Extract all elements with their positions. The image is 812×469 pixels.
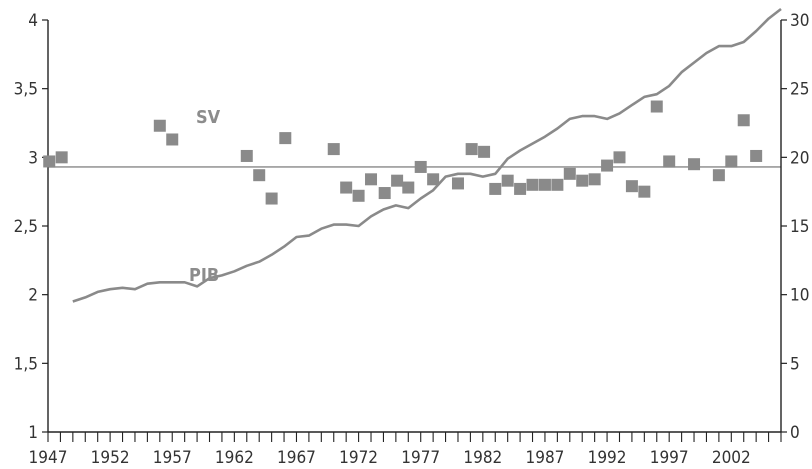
sv-point — [240, 149, 253, 162]
x-tick-label: 1997 — [650, 448, 689, 468]
sv-point — [451, 177, 464, 190]
sv-point — [427, 173, 440, 186]
x-tick-label: 1967 — [277, 448, 316, 468]
x-tick-label: 1977 — [401, 448, 440, 468]
plot-area: 1 1,5 2 2,5 3 3,5 4 0 5 10 15 20 25 30 1947 1952 1957 196… — [14, 7, 809, 468]
sv-point — [538, 178, 551, 191]
sv-point — [588, 173, 601, 186]
right-tick-label: 20 — [790, 148, 809, 168]
sv-point — [576, 174, 589, 187]
x-tick-label: 1947 — [29, 448, 68, 468]
sv-point — [340, 181, 353, 194]
sv-point — [402, 181, 415, 194]
x-tick-label: 1957 — [153, 448, 192, 468]
sv-point — [688, 158, 701, 171]
left-tick-label: 3,5 — [14, 80, 38, 100]
sv-point — [650, 100, 663, 113]
sv-point — [663, 155, 676, 168]
sv-point — [563, 167, 576, 180]
left-tick-label: 4 — [28, 11, 38, 31]
x-tick-label: 2002 — [712, 448, 751, 468]
sv-point — [514, 182, 527, 195]
sv-point — [478, 145, 491, 158]
sv-point — [465, 143, 478, 156]
left-tick-label: 3 — [28, 148, 38, 168]
sv-point — [352, 189, 365, 202]
right-tick-label: 15 — [790, 217, 809, 237]
sv-point — [253, 169, 266, 182]
sv-point — [489, 182, 502, 195]
sv-point — [153, 119, 166, 132]
sv-point — [613, 151, 626, 164]
sv-point — [526, 178, 539, 191]
x-tick-label: 1992 — [588, 448, 627, 468]
x-tick-label: 1982 — [463, 448, 502, 468]
sv-point — [414, 160, 427, 173]
sv-point — [625, 180, 638, 193]
sv-point — [378, 187, 391, 200]
sv-point — [43, 155, 56, 168]
series-label-sv: SV — [196, 107, 221, 128]
sv-point — [279, 132, 292, 145]
x-tick-label: 1952 — [91, 448, 130, 468]
sv-point — [712, 169, 725, 182]
pib-line — [72, 7, 782, 303]
sv-point — [638, 185, 651, 198]
sv-point — [327, 143, 340, 156]
sv-point — [166, 133, 179, 146]
x-tick-label: 1962 — [215, 448, 254, 468]
left-tick-label: 1,5 — [14, 354, 38, 374]
sv-point — [725, 155, 738, 168]
series-label-pib: PIB — [189, 265, 219, 286]
sv-point — [501, 174, 514, 187]
x-tick-label: 1972 — [339, 448, 378, 468]
right-tick-label: 10 — [790, 286, 809, 306]
right-tick-label: 0 — [790, 423, 800, 443]
right-tick-label: 5 — [790, 354, 800, 374]
x-tick-label: 1987 — [525, 448, 564, 468]
sv-point — [737, 114, 750, 127]
right-tick-label: 30 — [790, 11, 809, 31]
sv-point — [551, 178, 564, 191]
sv-point — [601, 159, 614, 172]
left-tick-label: 2,5 — [14, 217, 38, 237]
left-tick-label: 2 — [28, 286, 38, 306]
right-tick-label: 25 — [790, 80, 809, 100]
left-tick-label: 1 — [28, 423, 38, 443]
sv-point — [265, 192, 278, 205]
sv-point — [55, 151, 68, 164]
sv-point — [391, 174, 404, 187]
sv-point — [365, 173, 378, 186]
sv-point — [750, 149, 763, 162]
